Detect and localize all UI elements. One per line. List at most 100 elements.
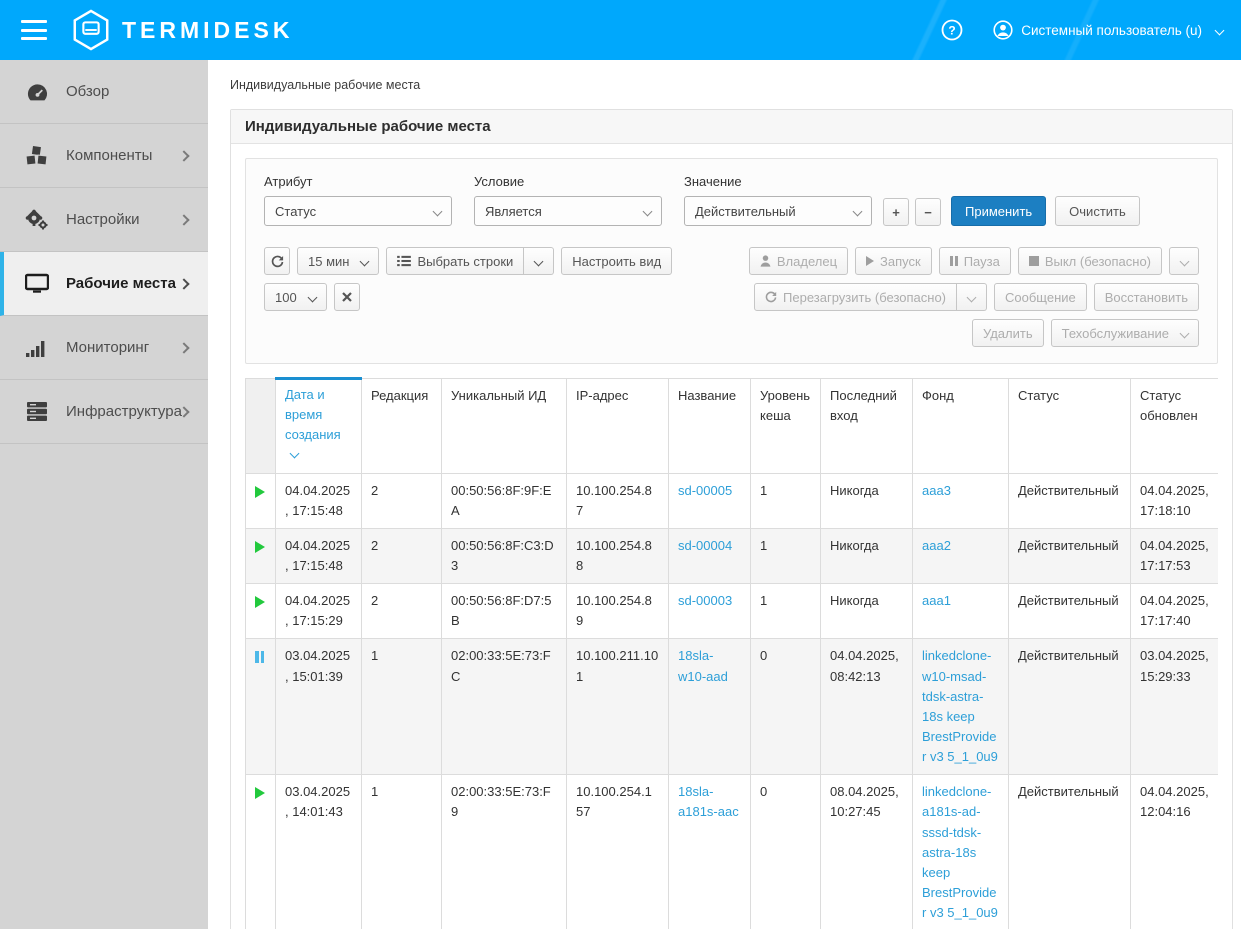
workplace-link[interactable]: 18sla-w10-aad [678, 648, 728, 684]
workplace-link[interactable]: sd-00004 [678, 537, 733, 553]
power-off-dropdown[interactable] [1169, 247, 1199, 275]
condition-label: Условие [474, 174, 525, 189]
pool-link[interactable]: linkedclone-a181s-ad-sssd-tdsk-astra-18s… [922, 784, 998, 921]
value-select[interactable]: Действительный [684, 196, 872, 226]
configure-view-button[interactable]: Настроить вид [561, 247, 673, 275]
sidebar-item-settings[interactable]: Настройки [0, 188, 208, 252]
column-header-last-login[interactable]: Последний вход [820, 378, 913, 474]
reboot-label: Перезагрузить (безопасно) [783, 289, 946, 305]
pause-label: Пауза [963, 253, 1000, 269]
clear-page-size-button[interactable] [333, 283, 360, 311]
cell-created: 03.04.2025, 14:01:43 [275, 774, 362, 929]
start-label: Запуск [880, 253, 921, 269]
chevron-down-icon [432, 206, 443, 216]
attribute-select[interactable]: Статус [264, 196, 452, 226]
cell-created: 04.04.2025, 17:15:48 [275, 528, 362, 585]
condition-select[interactable]: Является [474, 196, 662, 226]
cell-status-updated: 04.04.2025, 17:17:40 [1130, 583, 1218, 640]
add-filter-button[interactable]: + [883, 198, 909, 226]
sidebar-item-monitoring[interactable]: Мониторинг [0, 316, 208, 380]
power-off-button[interactable]: Выкл (безопасно) [1017, 247, 1162, 275]
sidebar-item-infrastructure[interactable]: Инфраструктура [0, 380, 208, 444]
cell-revision: 1 [361, 638, 442, 776]
column-header-name[interactable]: Название [668, 378, 751, 474]
column-header-revision[interactable]: Редакция [361, 378, 442, 474]
help-icon[interactable]: ? [941, 19, 963, 41]
pause-icon [949, 256, 958, 266]
pool-link[interactable]: linkedclone-w10-msad-tdsk-astra-18s keep… [922, 648, 998, 765]
restore-button[interactable]: Восстановить [1093, 283, 1199, 311]
maintenance-dropdown[interactable]: Техобслуживание [1050, 319, 1199, 347]
reboot-button[interactable]: Перезагрузить (безопасно) [754, 283, 957, 311]
list-icon [397, 255, 412, 267]
running-state-icon [255, 485, 265, 498]
monitoring-icon [25, 338, 49, 358]
page-size-select[interactable]: 100 [264, 283, 327, 311]
stop-icon [1028, 256, 1039, 266]
cell-status: Действительный [1008, 774, 1131, 929]
menu-toggle-icon[interactable] [21, 20, 47, 40]
state-column-header [245, 378, 276, 474]
page-size-value: 100 [275, 289, 297, 305]
message-button[interactable]: Сообщение [994, 283, 1087, 311]
sidebar-item-overview[interactable]: Обзор [0, 60, 208, 124]
refresh-interval-select[interactable]: 15 мин [297, 247, 380, 275]
workplace-link[interactable]: sd-00003 [678, 593, 733, 609]
pause-button[interactable]: Пауза [938, 247, 1011, 275]
table-row[interactable]: 04.04.2025, 17:15:29 2 00:50:56:8F:D7:5B… [245, 583, 1218, 640]
pool-link[interactable]: aaa1 [922, 593, 951, 609]
chevron-down-icon [1179, 256, 1189, 266]
column-header-uid[interactable]: Уникальный ИД [441, 378, 567, 474]
sidebar-item-workplaces[interactable]: Рабочие места [0, 252, 208, 316]
pool-link[interactable]: aaa2 [922, 537, 951, 553]
select-rows-dropdown[interactable] [524, 247, 555, 275]
running-state-icon [255, 787, 265, 800]
cell-status: Действительный [1008, 583, 1131, 640]
cell-created: 04.04.2025, 17:15:29 [275, 583, 362, 640]
paused-state-icon [255, 651, 264, 664]
table-row[interactable]: 04.04.2025, 17:15:48 2 00:50:56:8F:9F:EA… [245, 473, 1218, 529]
hexagon-logo-icon [71, 9, 111, 51]
table-header-row: Дата и время создания Редакция Уникальны… [245, 377, 1218, 474]
user-menu[interactable]: Системный пользователь (u) [1021, 22, 1202, 38]
chevron-down-icon [966, 292, 977, 302]
apply-button[interactable]: Применить [951, 196, 1047, 226]
column-header-status[interactable]: Статус [1008, 378, 1131, 474]
column-header-cache[interactable]: Уровень кеша [750, 378, 821, 474]
remove-filter-button[interactable]: − [915, 198, 941, 226]
table-row[interactable]: 03.04.2025, 15:01:39 1 02:00:33:5E:73:FC… [245, 638, 1218, 776]
cell-status-updated: 04.04.2025, 12:04:16 [1130, 774, 1218, 929]
column-header-ip[interactable]: IP-адрес [566, 378, 669, 474]
workplace-link[interactable]: sd-00005 [678, 482, 733, 498]
cell-cache: 0 [750, 774, 821, 929]
cell-ip: 10.100.254.88 [566, 528, 669, 585]
column-header-pool[interactable]: Фонд [912, 378, 1009, 474]
cell-cache: 1 [750, 528, 821, 585]
column-header-status-updated[interactable]: Статус обновлен [1130, 378, 1218, 474]
cell-status: Действительный [1008, 638, 1131, 776]
column-header-created[interactable]: Дата и время создания [275, 377, 362, 474]
refresh-button[interactable] [264, 247, 290, 275]
owner-label: Владелец [776, 253, 838, 269]
select-rows-button[interactable]: Выбрать строки [386, 247, 525, 275]
cell-uid: 02:00:33:5E:73:FC [441, 638, 567, 776]
cell-status-updated: 04.04.2025, 17:18:10 [1130, 473, 1218, 529]
clear-button[interactable]: Очистить [1055, 196, 1140, 226]
refresh-interval-value: 15 мин [308, 253, 350, 269]
chevron-down-icon [852, 206, 863, 216]
delete-button[interactable]: Удалить [971, 319, 1044, 347]
table-row[interactable]: 04.04.2025, 17:15:48 2 00:50:56:8F:C3:D3… [245, 528, 1218, 585]
sidebar-item-components[interactable]: Компоненты [0, 124, 208, 188]
chevron-down-icon [307, 292, 318, 302]
workplaces-table-viewport: Дата и время создания Редакция Уникальны… [245, 377, 1218, 929]
start-button[interactable]: Запуск [855, 247, 932, 275]
reboot-dropdown[interactable] [957, 283, 987, 311]
filter-toolbar-box: Атрибут Статус Условие Является [245, 158, 1218, 364]
workplace-link[interactable]: 18sla-a181s-aac [678, 784, 739, 820]
cell-uid: 02:00:33:5E:73:F9 [441, 774, 567, 929]
table-row[interactable]: 03.04.2025, 14:01:43 1 02:00:33:5E:73:F9… [245, 774, 1218, 929]
owner-button[interactable]: Владелец [748, 247, 849, 275]
attribute-label: Атрибут [264, 174, 313, 189]
pool-link[interactable]: aaa3 [922, 482, 951, 498]
cell-ip: 10.100.254.87 [566, 473, 669, 529]
